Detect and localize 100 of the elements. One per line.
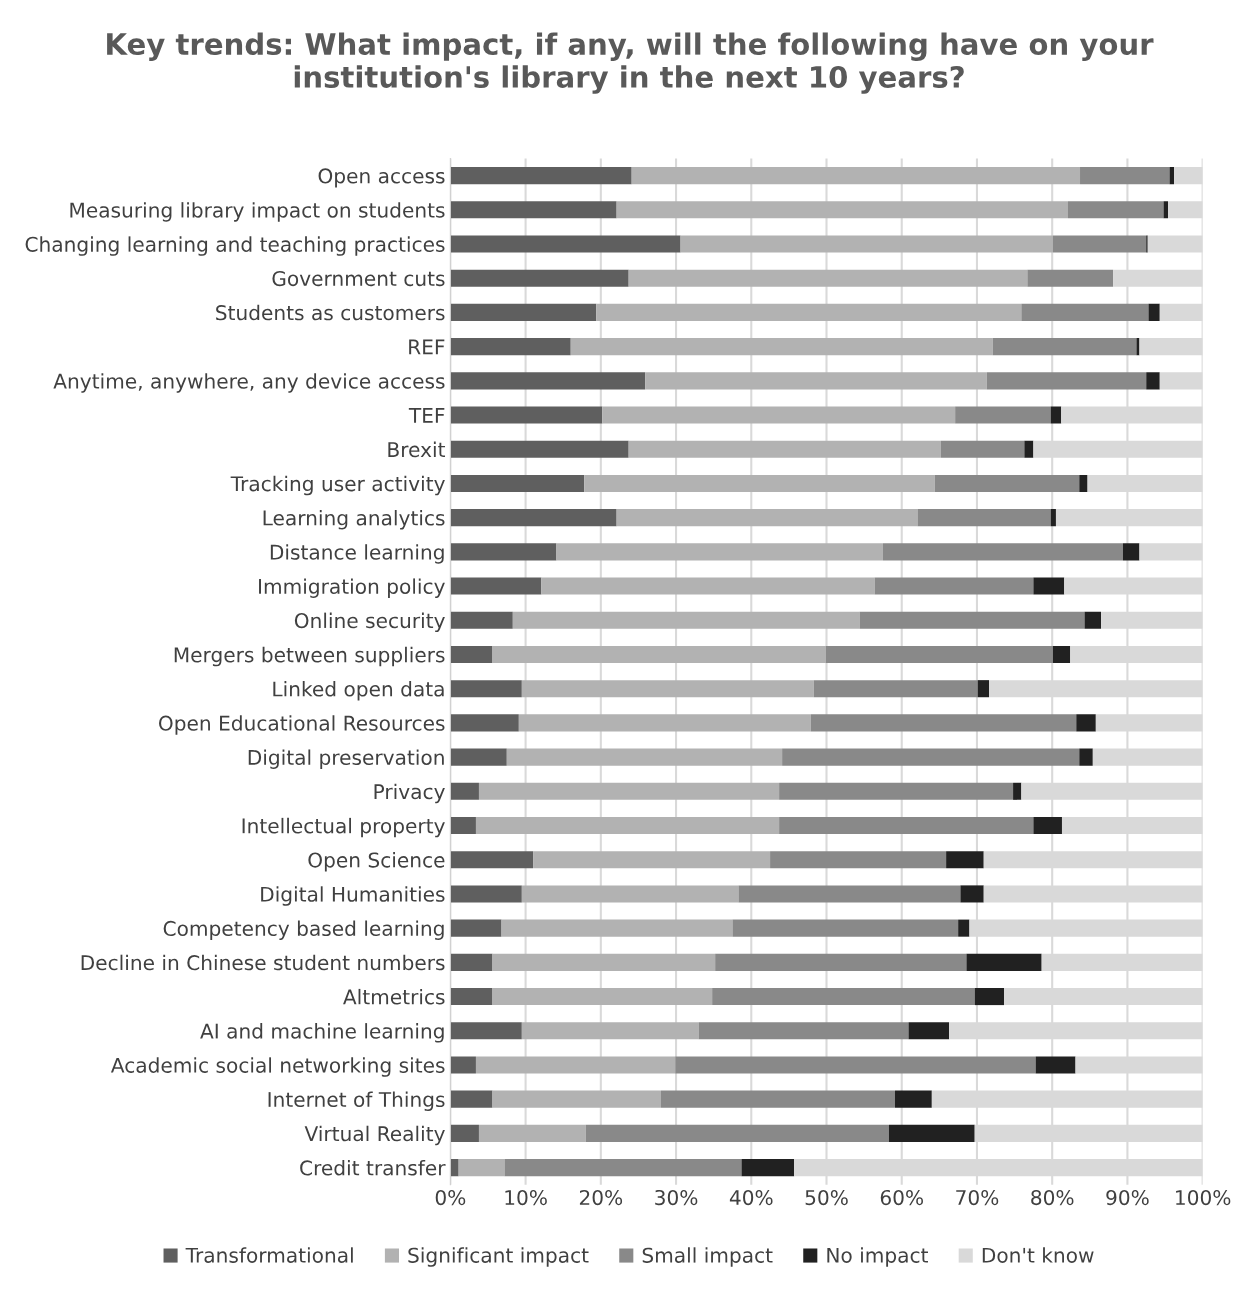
- y-tick-label: Brexit: [388, 441, 446, 458]
- y-tick-label: Linked open data: [273, 681, 444, 701]
- bar: [813, 680, 978, 698]
- bar: [966, 953, 1042, 971]
- y-tick-label: Distance learning: [270, 544, 444, 564]
- bar: [1146, 372, 1160, 390]
- x-tick-label: 0%: [435, 1189, 466, 1206]
- y-tick-label: Measuring library impact on students: [70, 202, 445, 222]
- bar: [628, 269, 1028, 287]
- bar: [974, 988, 1005, 1006]
- x-tick-label: 90%: [1106, 1189, 1149, 1206]
- legend-label: No impact: [827, 1247, 928, 1267]
- bar: [521, 1022, 699, 1040]
- bar: [475, 816, 780, 835]
- bar: [450, 645, 493, 664]
- bar: [958, 919, 970, 937]
- y-tick-label: Intellectual property: [242, 817, 445, 838]
- bar: [882, 543, 1123, 561]
- bar: [779, 816, 1034, 835]
- bar: [1139, 543, 1203, 561]
- bar: [940, 440, 1025, 458]
- legend-label: Small impact: [642, 1247, 773, 1267]
- bar: [1035, 1056, 1076, 1074]
- bar: [450, 919, 502, 937]
- bar: [946, 851, 984, 869]
- x-tick-label: 100%: [1176, 1189, 1231, 1206]
- bar: [521, 885, 739, 903]
- bar: [631, 167, 1081, 185]
- bar: [675, 1056, 1036, 1074]
- y-tick-label: Online security: [294, 612, 445, 633]
- bar: [450, 748, 507, 766]
- bar: [492, 953, 716, 971]
- bar: [616, 509, 918, 527]
- bar: [977, 680, 989, 698]
- bar: [450, 201, 617, 219]
- bar: [450, 953, 493, 971]
- chart-title: Key trends: What impact, if any, will the following have on your institution's library in the next 10 years?: [107, 32, 1154, 94]
- bar: [1148, 303, 1160, 321]
- bar: [450, 338, 571, 356]
- bar: [450, 406, 603, 424]
- bar: [732, 919, 959, 937]
- bar: [1174, 167, 1203, 185]
- bar: [458, 1159, 505, 1177]
- bar: [450, 1056, 476, 1074]
- bar: [450, 440, 629, 458]
- bar: [478, 1124, 586, 1142]
- bar: [450, 577, 542, 595]
- y-tick-label: REF: [409, 339, 445, 355]
- bar: [450, 885, 522, 903]
- bar: [596, 303, 1022, 321]
- y-tick-label: Digital preservation: [248, 749, 444, 769]
- bar: [533, 851, 771, 869]
- bar: [825, 645, 1053, 664]
- bar: [645, 372, 987, 390]
- bar: [518, 714, 811, 732]
- bar: [874, 577, 1034, 595]
- x-tick-label: 40%: [729, 1189, 773, 1206]
- y-tick-label: Open access: [318, 168, 445, 188]
- bar: [738, 885, 961, 903]
- bar: [1079, 474, 1088, 492]
- bar: [779, 782, 1014, 800]
- y-tick-label: Mergers between suppliers: [174, 646, 445, 667]
- bar: [501, 919, 733, 937]
- bar: [450, 782, 479, 800]
- x-tick-label: 30%: [655, 1189, 698, 1206]
- bar: [478, 782, 780, 800]
- bar: [1136, 338, 1140, 356]
- bar: [570, 338, 993, 356]
- bar: [894, 1090, 932, 1108]
- y-tick-label: Students as customers: [216, 304, 445, 321]
- bar: [450, 680, 522, 698]
- bar: [450, 269, 629, 287]
- bar: [450, 816, 476, 835]
- bar: [960, 885, 984, 903]
- bar: [712, 988, 975, 1006]
- bar: [859, 611, 1085, 629]
- bar: [992, 338, 1137, 356]
- bar: [810, 714, 1077, 732]
- bar: [1052, 645, 1071, 664]
- y-tick-label: AI and machine learning: [200, 1023, 444, 1043]
- bar: [541, 577, 875, 595]
- y-tick-label: Open Science: [308, 852, 445, 872]
- bar: [450, 611, 513, 629]
- bar: [616, 201, 1068, 219]
- bar: [934, 474, 1080, 492]
- y-tick-label: Immigration policy: [259, 578, 445, 598]
- bar: [585, 1124, 889, 1142]
- bar: [628, 440, 941, 458]
- bar: [450, 1124, 479, 1142]
- bar: [1033, 577, 1065, 595]
- bar: [955, 406, 1051, 424]
- y-tick-label: Changing learning and teaching practices: [25, 236, 445, 256]
- bar: [1080, 167, 1170, 185]
- y-tick-label: Internet of Things: [268, 1091, 445, 1112]
- bar: [475, 1056, 676, 1074]
- y-tick-label: Competency based learning: [163, 920, 444, 940]
- bar: [450, 167, 632, 185]
- y-tick-label: Decline in Chinese student numbers: [81, 954, 445, 971]
- bar: [492, 645, 826, 664]
- bar: [521, 680, 814, 698]
